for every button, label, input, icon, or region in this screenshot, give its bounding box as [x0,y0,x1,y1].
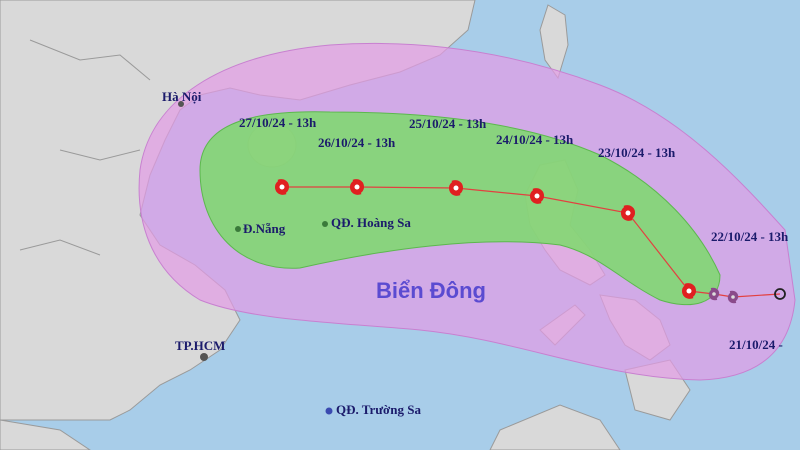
place-dot [322,221,328,227]
forecast-label: 26/10/24 - 13h [318,135,396,150]
forecast-label: 27/10/24 - 13h [239,115,317,130]
storm-icon-past [727,290,739,304]
storm-icon [530,188,544,204]
place-label: QĐ. Hoàng Sa [331,215,411,230]
place-label: Đ.Nẵng [243,221,286,236]
forecast-label: 21/10/24 - [729,337,783,352]
storm-icon [350,179,364,195]
borneo [489,404,621,450]
place-dot [235,226,241,232]
place-dot [325,407,333,415]
storm-icon [682,283,696,299]
place-label: QĐ. Trường Sa [336,402,421,417]
forecast-label: 23/10/24 - 13h [598,145,676,160]
forecast-label: 22/10/24 - 13h [711,229,789,244]
storm-icon [621,205,635,221]
storm-icon [275,179,289,195]
place-dot [178,101,184,107]
storm-icons [275,179,786,304]
forecast-label: 25/10/24 - 13h [409,116,487,131]
sea-label: Biển Đông [376,278,486,303]
forecast-label: 24/10/24 - 13h [496,132,574,147]
borders [19,39,151,256]
storm-icon [449,180,463,196]
storm-icon-past [708,287,720,301]
place-label: TP.HCM [175,338,225,353]
place-dot [200,353,208,361]
land-south [0,419,91,450]
depression-icon [774,288,786,300]
place-label: Hà Nội [162,89,202,104]
